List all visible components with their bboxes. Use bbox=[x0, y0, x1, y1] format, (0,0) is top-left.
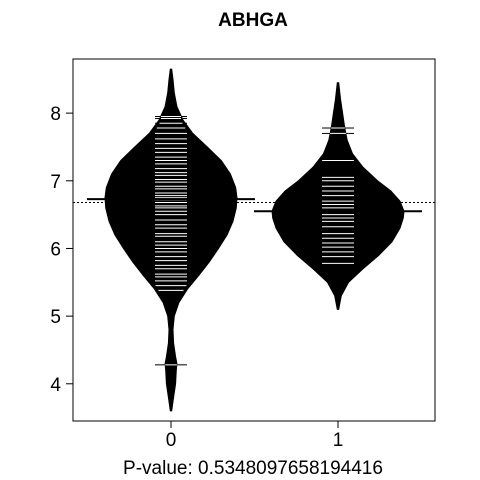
beans-group bbox=[87, 68, 422, 412]
plot-frame bbox=[72, 58, 436, 422]
y-axis: 4 5 6 7 8 bbox=[50, 104, 73, 396]
y-tick-label: 6 bbox=[50, 239, 61, 260]
y-tick-label: 7 bbox=[50, 172, 61, 193]
x-tick-label: 0 bbox=[166, 430, 177, 451]
y-tick-label: 8 bbox=[50, 104, 61, 125]
x-axis-label: P-value: 0.5348097658194416 bbox=[123, 458, 383, 479]
bean-shape-0 bbox=[104, 68, 238, 412]
x-tick-label: 1 bbox=[333, 430, 344, 451]
y-tick-label: 4 bbox=[50, 375, 61, 396]
chart-title: ABHGA bbox=[218, 10, 288, 31]
y-tick-label: 5 bbox=[50, 307, 61, 328]
